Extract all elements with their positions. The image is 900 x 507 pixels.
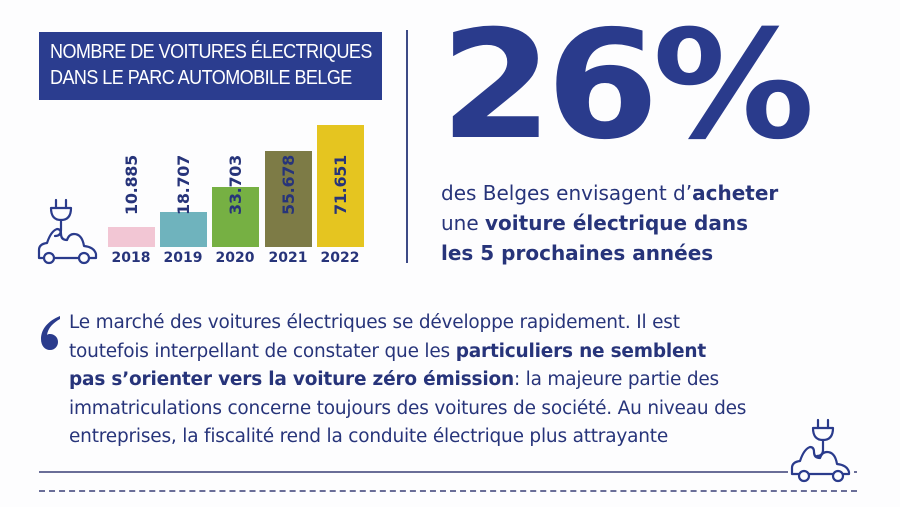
bar-2019 [160,212,207,247]
bar-value-2018: 10.885 [122,155,141,215]
x-tick-2022: 2022 [320,250,360,266]
stat-line2-bold: voiture électrique dans [485,211,748,235]
stat-line2-text: une [441,211,486,235]
stat-description: des Belges envisagent d’acheter une voit… [441,178,778,268]
quote-line2-bold: particuliers ne semblent [455,340,707,362]
quote-line1: Le marché des voitures électriques se dé… [69,312,680,333]
quote-line4: immatriculations concerne toujours des v… [69,397,747,419]
footer-solid-divider [39,471,857,473]
stat-value: 26% [440,0,815,173]
quote-line5: entreprises, la fiscalité rend la condui… [69,426,668,447]
x-tick-2020: 2020 [215,250,255,266]
bar-value-2019: 18.707 [174,155,193,215]
chart-title-box: NOMBRE DE VOITURES ÉLECTRIQUES DANS LE P… [39,32,382,100]
footer-dashed-divider [39,490,857,492]
electric-car-plug-icon [788,418,854,486]
quote-mark-icon [41,316,60,350]
bar-value-2020: 33.703 [226,155,245,215]
vertical-divider [406,30,408,263]
stat-line1-text: des Belges envisagent d’ [441,181,693,205]
quote-line2-text: toutefois interpellant de constater que … [69,340,456,362]
bar-2022 [317,125,364,247]
x-tick-2018: 2018 [111,250,151,266]
bar-2021 [265,151,312,247]
stat-line3-bold: les 5 prochaines années [441,241,714,265]
bar-value-2021: 55.678 [279,155,298,215]
bar-value-2022: 71.651 [331,155,350,215]
chart-title-line2: DANS LE PARC AUTOMOBILE BELGE [50,67,352,89]
electric-car-plug-icon [37,198,98,265]
chart-title-line1: NOMBRE DE VOITURES ÉLECTRIQUES [50,41,372,63]
x-tick-2019: 2019 [163,250,203,266]
bar-2020 [212,187,259,247]
bar-chart: 10.885 18.707 33.703 55.678 71.651 2018 … [0,0,400,280]
quote-line3-text: : la majeure partie des [513,369,719,390]
quote-text: Le marché des voitures électriques se dé… [69,309,859,452]
stat-line1-bold: acheter [692,181,779,205]
quote-line3-bold: pas s’orienter vers la voiture zéro émis… [69,369,514,390]
bar-2018 [108,227,155,247]
x-tick-2021: 2021 [268,250,308,266]
